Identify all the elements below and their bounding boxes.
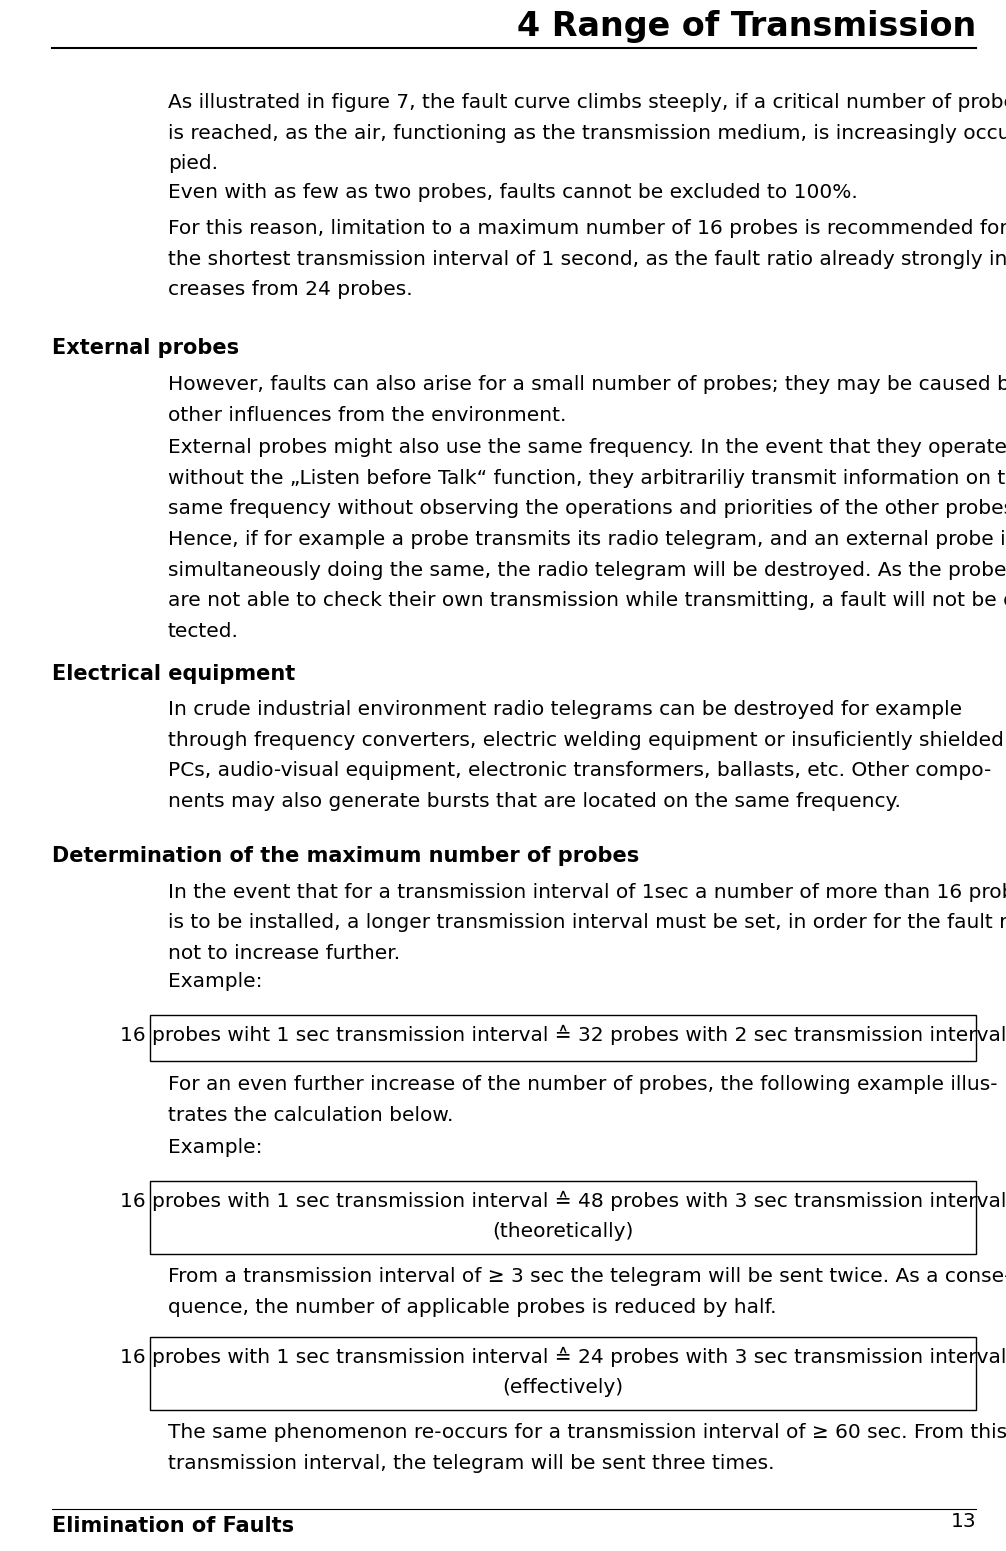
Text: 16 probes with 1 sec transmission interval ≙ 48 probes with 3 sec transmission i: 16 probes with 1 sec transmission interv… (120, 1191, 1006, 1241)
Text: 16 probes with 1 sec transmission interval ≙ 24 probes with 3 sec transmission i: 16 probes with 1 sec transmission interv… (120, 1346, 1006, 1397)
Text: Electrical equipment: Electrical equipment (52, 664, 295, 684)
Text: The same phenomenon re-occurs for a transmission interval of ≥ 60 sec. From this: The same phenomenon re-occurs for a tran… (168, 1424, 1006, 1473)
Text: In the event that for a transmission interval of 1sec a number of more than 16 p: In the event that for a transmission int… (168, 883, 1006, 963)
Text: 13: 13 (951, 1512, 976, 1531)
Text: 16 probes wiht 1 sec transmission interval ≙ 32 probes with 2 sec transmission i: 16 probes wiht 1 sec transmission interv… (120, 1025, 1006, 1045)
Text: For this reason, limitation to a maximum number of 16 probes is recommended for
: For this reason, limitation to a maximum… (168, 219, 1006, 299)
Text: From a transmission interval of ≥ 3 sec the telegram will be sent twice. As a co: From a transmission interval of ≥ 3 sec … (168, 1267, 1006, 1317)
Text: For an even further increase of the number of probes, the following example illu: For an even further increase of the numb… (168, 1075, 998, 1124)
Text: Example:: Example: (168, 1138, 263, 1157)
Text: However, faults can also arise for a small number of probes; they may be caused : However, faults can also arise for a sma… (168, 375, 1006, 425)
Text: Elimination of Faults: Elimination of Faults (52, 1517, 294, 1537)
Text: Even with as few as two probes, faults cannot be excluded to 100%.: Even with as few as two probes, faults c… (168, 183, 858, 202)
Text: External probes might also use the same frequency. In the event that they operat: External probes might also use the same … (168, 437, 1006, 641)
Text: 4 Range of Transmission: 4 Range of Transmission (517, 9, 976, 43)
Text: Determination of the maximum number of probes: Determination of the maximum number of p… (52, 845, 639, 865)
FancyBboxPatch shape (150, 1180, 976, 1253)
Text: Example:: Example: (168, 972, 263, 991)
Text: External probes: External probes (52, 338, 239, 358)
Text: As illustrated in figure 7, the fault curve climbs steeply, if a critical number: As illustrated in figure 7, the fault cu… (168, 93, 1006, 174)
Text: In crude industrial environment radio telegrams can be destroyed for example
thr: In crude industrial environment radio te… (168, 700, 1004, 811)
FancyBboxPatch shape (150, 1337, 976, 1410)
FancyBboxPatch shape (150, 1014, 976, 1061)
